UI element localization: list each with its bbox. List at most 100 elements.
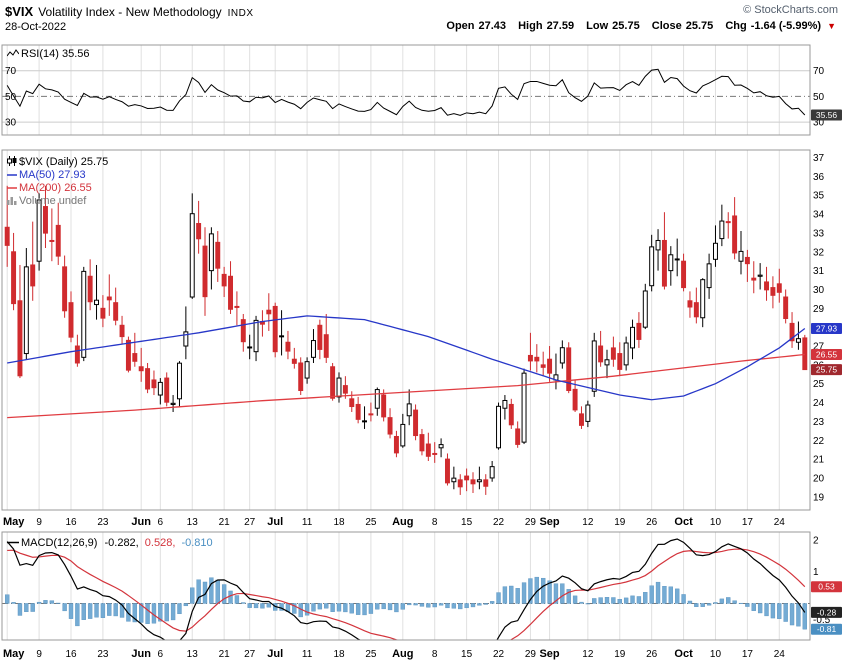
svg-text:36: 36 bbox=[813, 172, 825, 183]
ma200-line-icon bbox=[7, 187, 17, 189]
svg-text:27.93: 27.93 bbox=[816, 323, 838, 333]
svg-text:37: 37 bbox=[813, 153, 825, 164]
svg-text:17: 17 bbox=[742, 649, 754, 660]
svg-text:19: 19 bbox=[813, 492, 825, 503]
svg-text:25: 25 bbox=[813, 379, 825, 390]
svg-text:15: 15 bbox=[461, 649, 473, 660]
svg-text:-0.81: -0.81 bbox=[817, 624, 837, 634]
svg-text:Sep: Sep bbox=[539, 648, 559, 660]
svg-text:8: 8 bbox=[432, 517, 438, 528]
svg-text:Sep: Sep bbox=[539, 516, 559, 528]
low-value: 25.75 bbox=[612, 20, 640, 32]
svg-text:29: 29 bbox=[525, 649, 537, 660]
svg-text:27: 27 bbox=[813, 342, 825, 353]
svg-text:25: 25 bbox=[365, 517, 377, 528]
quote-header: 28-Oct-2022 Open 27.43 High 27.59 Low 25.75… bbox=[5, 20, 840, 35]
open-label: Open bbox=[446, 20, 475, 32]
rsi-line-icon bbox=[6, 49, 20, 57]
chg-value: -1.64 (-5.99%) bbox=[750, 20, 822, 32]
close-label: Close bbox=[651, 20, 682, 32]
price-axis-labels: 3736353433323130292827262524232221201927… bbox=[811, 153, 842, 503]
rsi-legend: RSI(14) 35.56 bbox=[6, 48, 90, 60]
open-value: 27.43 bbox=[478, 20, 507, 32]
svg-text:May: May bbox=[3, 516, 25, 528]
svg-text:Jun: Jun bbox=[131, 516, 151, 528]
svg-text:30: 30 bbox=[813, 118, 825, 129]
rsi-legend-label: RSI(14) 35.56 bbox=[21, 48, 90, 60]
svg-text:24: 24 bbox=[774, 649, 786, 660]
svg-text:70: 70 bbox=[5, 66, 17, 77]
svg-text:31: 31 bbox=[813, 266, 825, 277]
svg-text:24: 24 bbox=[774, 517, 786, 528]
high-label: High bbox=[518, 20, 543, 32]
macd-panel bbox=[1, 531, 811, 641]
chg-label: Chg bbox=[725, 20, 747, 32]
candlestick-icon bbox=[7, 156, 17, 166]
svg-text:50: 50 bbox=[5, 92, 17, 103]
svg-text:22: 22 bbox=[813, 436, 825, 447]
svg-text:70: 70 bbox=[813, 66, 825, 77]
volume-legend: Volume undef bbox=[7, 195, 86, 207]
rsi-panel bbox=[1, 44, 811, 136]
low-label: Low bbox=[586, 20, 609, 32]
svg-text:8: 8 bbox=[432, 649, 438, 660]
svg-text:21: 21 bbox=[219, 517, 231, 528]
svg-text:11: 11 bbox=[302, 517, 313, 528]
svg-text:16: 16 bbox=[65, 517, 77, 528]
svg-text:10: 10 bbox=[710, 517, 722, 528]
macd-legend-label: MACD(12,26,9) bbox=[21, 537, 98, 549]
svg-text:20: 20 bbox=[813, 473, 825, 484]
svg-text:23: 23 bbox=[97, 517, 109, 528]
svg-text:23: 23 bbox=[97, 649, 109, 660]
chart-date: 28-Oct-2022 bbox=[5, 21, 67, 33]
svg-text:10: 10 bbox=[710, 649, 722, 660]
ma50-line-icon bbox=[7, 174, 17, 176]
svg-text:Aug: Aug bbox=[392, 648, 413, 660]
svg-text:-0.28: -0.28 bbox=[817, 607, 837, 617]
chart-header: $VIX Volatility Index - New Methodology IN… bbox=[5, 3, 840, 19]
svg-text:29: 29 bbox=[813, 304, 825, 315]
macd-line-icon bbox=[7, 541, 19, 544]
svg-text:19: 19 bbox=[614, 517, 626, 528]
svg-text:6: 6 bbox=[158, 649, 164, 660]
macd-legend: MACD(12,26,9) -0.282, 0.528, -0.810 bbox=[7, 537, 213, 549]
svg-text:May: May bbox=[3, 648, 25, 660]
svg-text:15: 15 bbox=[461, 517, 473, 528]
svg-text:25: 25 bbox=[365, 649, 377, 660]
close-value: 25.75 bbox=[685, 20, 714, 32]
svg-text:26.55: 26.55 bbox=[816, 350, 838, 360]
svg-text:27: 27 bbox=[244, 649, 256, 660]
ma200-legend-label: MA(200) 26.55 bbox=[19, 182, 92, 194]
ma200-legend: MA(200) 26.55 bbox=[7, 182, 92, 194]
svg-text:Jul: Jul bbox=[267, 516, 283, 528]
svg-text:Aug: Aug bbox=[392, 516, 413, 528]
svg-text:26: 26 bbox=[646, 517, 658, 528]
symbol: $VIX bbox=[5, 4, 34, 19]
svg-text:16: 16 bbox=[65, 649, 77, 660]
svg-text:50: 50 bbox=[813, 92, 825, 103]
svg-text:17: 17 bbox=[742, 517, 754, 528]
svg-text:9: 9 bbox=[36, 517, 42, 528]
svg-text:30: 30 bbox=[5, 118, 17, 129]
price-legend-label: $VIX (Daily) 25.75 bbox=[19, 156, 109, 168]
exchange-label: INDX bbox=[227, 8, 254, 19]
svg-text:34: 34 bbox=[813, 210, 825, 221]
svg-text:Oct: Oct bbox=[674, 648, 693, 660]
svg-text:0.53: 0.53 bbox=[818, 582, 835, 592]
svg-text:1: 1 bbox=[813, 567, 819, 578]
macd-value: -0.282, bbox=[104, 537, 139, 549]
svg-text:18: 18 bbox=[333, 649, 345, 660]
svg-text:2: 2 bbox=[813, 535, 819, 546]
svg-text:12: 12 bbox=[582, 649, 594, 660]
copyright-link[interactable]: © StockCharts.com bbox=[743, 4, 838, 16]
change-down-icon: ▼ bbox=[827, 21, 836, 31]
volume-bars-icon bbox=[7, 197, 17, 205]
signal-value: 0.528, bbox=[144, 537, 176, 549]
svg-text:33: 33 bbox=[813, 228, 825, 239]
svg-text:25.75: 25.75 bbox=[816, 365, 838, 375]
svg-text:27: 27 bbox=[244, 517, 256, 528]
svg-text:12: 12 bbox=[582, 517, 594, 528]
svg-text:19: 19 bbox=[614, 649, 626, 660]
